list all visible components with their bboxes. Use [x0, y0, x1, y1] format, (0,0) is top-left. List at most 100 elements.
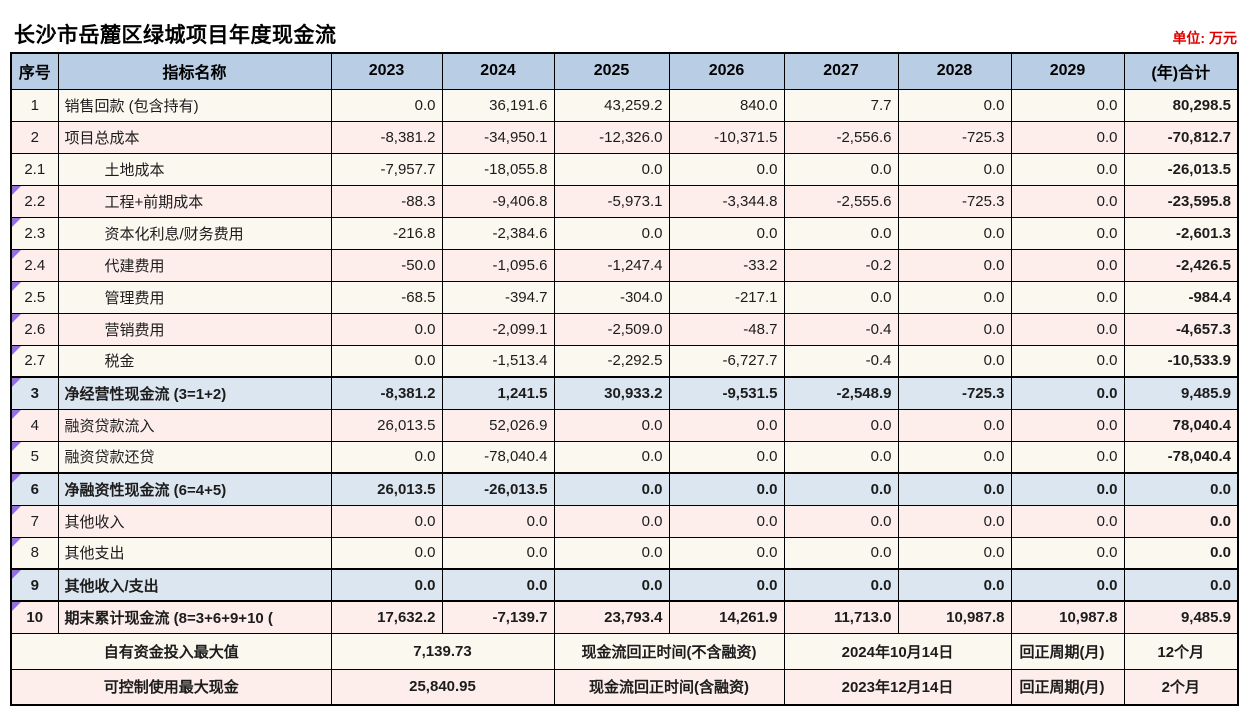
- total-cell[interactable]: -10,533.9: [1123, 344, 1239, 378]
- value-cell-2026[interactable]: 14,261.9: [668, 600, 785, 634]
- value-cell-2025[interactable]: 0.0: [553, 536, 670, 570]
- value-cell-2028[interactable]: 0.0: [897, 88, 1012, 122]
- indicator-name-cell[interactable]: 其他收入: [57, 504, 332, 538]
- value-cell-2026[interactable]: 0.0: [668, 504, 785, 538]
- value-cell-2025[interactable]: -1,247.4: [553, 248, 670, 282]
- value-cell-2023[interactable]: 26,013.5: [330, 472, 443, 506]
- comment-indicator-icon[interactable]: [12, 506, 21, 515]
- value-cell-2027[interactable]: 0.0: [783, 440, 899, 474]
- total-cell[interactable]: 80,298.5: [1123, 88, 1239, 122]
- footer-label-payback-months[interactable]: 回正周期(月): [1010, 668, 1125, 706]
- value-cell-2023[interactable]: 26,013.5: [330, 408, 443, 442]
- value-cell-2028[interactable]: -725.3: [897, 376, 1012, 410]
- value-cell-2027[interactable]: -2,555.6: [783, 184, 899, 218]
- value-cell-2027[interactable]: -0.4: [783, 344, 899, 378]
- row-index-cell[interactable]: 7: [10, 504, 59, 538]
- value-cell-2027[interactable]: 0.0: [783, 504, 899, 538]
- value-cell-2024[interactable]: -34,950.1: [441, 120, 555, 154]
- value-cell-2023[interactable]: 0.0: [330, 344, 443, 378]
- value-cell-2026[interactable]: 0.0: [668, 408, 785, 442]
- value-cell-2024[interactable]: -394.7: [441, 280, 555, 314]
- value-cell-2023[interactable]: 0.0: [330, 568, 443, 602]
- value-cell-2029[interactable]: 0.0: [1010, 408, 1125, 442]
- value-cell-2028[interactable]: 0.0: [897, 504, 1012, 538]
- indicator-name-cell[interactable]: 工程+前期成本: [57, 184, 332, 218]
- total-cell[interactable]: 0.0: [1123, 472, 1239, 506]
- value-cell-2026[interactable]: 0.0: [668, 536, 785, 570]
- total-cell[interactable]: -4,657.3: [1123, 312, 1239, 346]
- value-cell-2023[interactable]: 0.0: [330, 504, 443, 538]
- value-cell-2027[interactable]: 0.0: [783, 280, 899, 314]
- comment-indicator-icon[interactable]: [12, 571, 21, 579]
- value-cell-2029[interactable]: 0.0: [1010, 120, 1125, 154]
- value-cell-2024[interactable]: -7,139.7: [441, 600, 555, 634]
- value-cell-2025[interactable]: -2,509.0: [553, 312, 670, 346]
- value-cell-2024[interactable]: -1,513.4: [441, 344, 555, 378]
- value-cell-2028[interactable]: 0.0: [897, 472, 1012, 506]
- value-cell-2028[interactable]: 10,987.8: [897, 600, 1012, 634]
- value-cell-2026[interactable]: -217.1: [668, 280, 785, 314]
- value-cell-2026[interactable]: -9,531.5: [668, 376, 785, 410]
- row-index-cell[interactable]: 1: [10, 88, 59, 122]
- value-cell-2023[interactable]: -8,381.2: [330, 120, 443, 154]
- value-cell-2027[interactable]: -0.4: [783, 312, 899, 346]
- value-cell-2028[interactable]: 0.0: [897, 152, 1012, 186]
- indicator-name-cell[interactable]: 税金: [57, 344, 332, 378]
- row-index-cell[interactable]: 2.2: [10, 184, 59, 218]
- value-cell-2025[interactable]: 0.0: [553, 408, 670, 442]
- value-cell-2028[interactable]: 0.0: [897, 280, 1012, 314]
- comment-indicator-icon[interactable]: [12, 218, 21, 227]
- value-cell-2027[interactable]: 0.0: [783, 568, 899, 602]
- value-cell-2027[interactable]: 11,713.0: [783, 600, 899, 634]
- value-cell-2024[interactable]: -18,055.8: [441, 152, 555, 186]
- value-cell-2028[interactable]: -725.3: [897, 120, 1012, 154]
- value-cell-2029[interactable]: 0.0: [1010, 504, 1125, 538]
- total-cell[interactable]: -984.4: [1123, 280, 1239, 314]
- value-cell-2025[interactable]: 0.0: [553, 472, 670, 506]
- value-cell-2025[interactable]: 43,259.2: [553, 88, 670, 122]
- indicator-name-cell[interactable]: 营销费用: [57, 312, 332, 346]
- total-cell[interactable]: -78,040.4: [1123, 440, 1239, 474]
- row-index-cell[interactable]: 4: [10, 408, 59, 442]
- value-cell-2024[interactable]: -2,384.6: [441, 216, 555, 250]
- indicator-name-cell[interactable]: 土地成本: [57, 152, 332, 186]
- footer-value-payback-months[interactable]: 2个月: [1123, 668, 1239, 706]
- comment-indicator-icon[interactable]: [12, 538, 21, 547]
- footer-label-payback-months[interactable]: 回正周期(月): [1010, 632, 1125, 670]
- value-cell-2029[interactable]: 0.0: [1010, 184, 1125, 218]
- value-cell-2029[interactable]: 0.0: [1010, 440, 1125, 474]
- indicator-name-cell[interactable]: 融资贷款还贷: [57, 440, 332, 474]
- footer-value-payback-months[interactable]: 12个月: [1123, 632, 1239, 670]
- value-cell-2026[interactable]: 0.0: [668, 440, 785, 474]
- indicator-name-cell[interactable]: 资本化利息/财务费用: [57, 216, 332, 250]
- value-cell-2027[interactable]: 7.7: [783, 88, 899, 122]
- value-cell-2029[interactable]: 0.0: [1010, 472, 1125, 506]
- value-cell-2023[interactable]: 0.0: [330, 536, 443, 570]
- value-cell-2026[interactable]: -10,371.5: [668, 120, 785, 154]
- value-cell-2029[interactable]: 0.0: [1010, 536, 1125, 570]
- value-cell-2028[interactable]: 0.0: [897, 408, 1012, 442]
- value-cell-2026[interactable]: 0.0: [668, 216, 785, 250]
- value-cell-2024[interactable]: 0.0: [441, 536, 555, 570]
- value-cell-2024[interactable]: 1,241.5: [441, 376, 555, 410]
- indicator-name-cell[interactable]: 管理费用: [57, 280, 332, 314]
- total-cell[interactable]: -26,013.5: [1123, 152, 1239, 186]
- footer-value-max-controllable-cash[interactable]: 25,840.95: [330, 668, 555, 706]
- value-cell-2023[interactable]: 0.0: [330, 88, 443, 122]
- row-index-cell[interactable]: 2.6: [10, 312, 59, 346]
- indicator-name-cell[interactable]: 融资贷款流入: [57, 408, 332, 442]
- value-cell-2027[interactable]: 0.0: [783, 216, 899, 250]
- value-cell-2029[interactable]: 0.0: [1010, 248, 1125, 282]
- indicator-name-cell[interactable]: 项目总成本: [57, 120, 332, 154]
- footer-label-max-controllable-cash[interactable]: 可控制使用最大现金: [10, 668, 332, 706]
- comment-indicator-icon[interactable]: [12, 603, 21, 611]
- value-cell-2029[interactable]: 10,987.8: [1010, 600, 1125, 634]
- value-cell-2029[interactable]: 0.0: [1010, 344, 1125, 378]
- value-cell-2025[interactable]: 0.0: [553, 504, 670, 538]
- comment-indicator-icon[interactable]: [12, 250, 21, 259]
- value-cell-2029[interactable]: 0.0: [1010, 88, 1125, 122]
- value-cell-2024[interactable]: -9,406.8: [441, 184, 555, 218]
- value-cell-2025[interactable]: -12,326.0: [553, 120, 670, 154]
- total-cell[interactable]: 9,485.9: [1123, 376, 1239, 410]
- value-cell-2024[interactable]: -26,013.5: [441, 472, 555, 506]
